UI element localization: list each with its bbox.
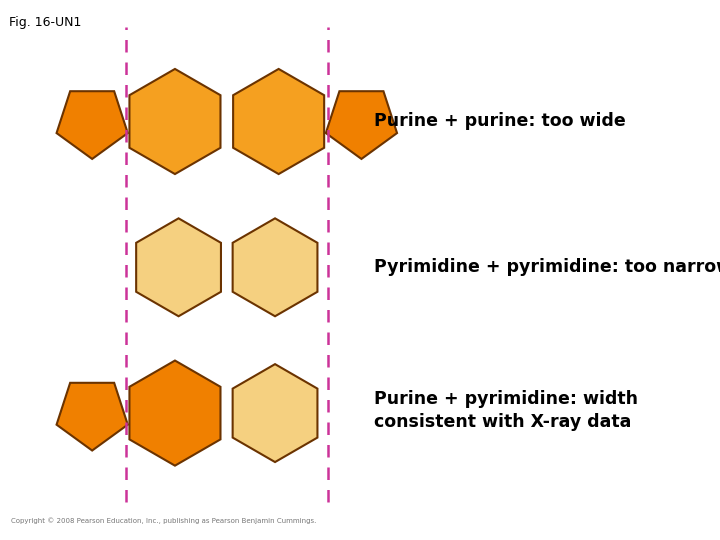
Text: Purine + purine: too wide: Purine + purine: too wide [374, 112, 626, 131]
Polygon shape [57, 91, 127, 159]
Text: Copyright © 2008 Pearson Education, Inc., publishing as Pearson Benjamin Cumming: Copyright © 2008 Pearson Education, Inc.… [11, 517, 316, 524]
Polygon shape [136, 218, 221, 316]
Polygon shape [130, 69, 220, 174]
Polygon shape [233, 364, 318, 462]
Polygon shape [233, 69, 324, 174]
Text: Pyrimidine + pyrimidine: too narrow: Pyrimidine + pyrimidine: too narrow [374, 258, 720, 276]
Polygon shape [57, 383, 127, 450]
Polygon shape [233, 218, 318, 316]
Polygon shape [326, 91, 397, 159]
Polygon shape [130, 361, 220, 465]
Text: Purine + pyrimidine: width
consistent with X-ray data: Purine + pyrimidine: width consistent wi… [374, 389, 639, 431]
Text: Fig. 16-UN1: Fig. 16-UN1 [9, 16, 81, 29]
